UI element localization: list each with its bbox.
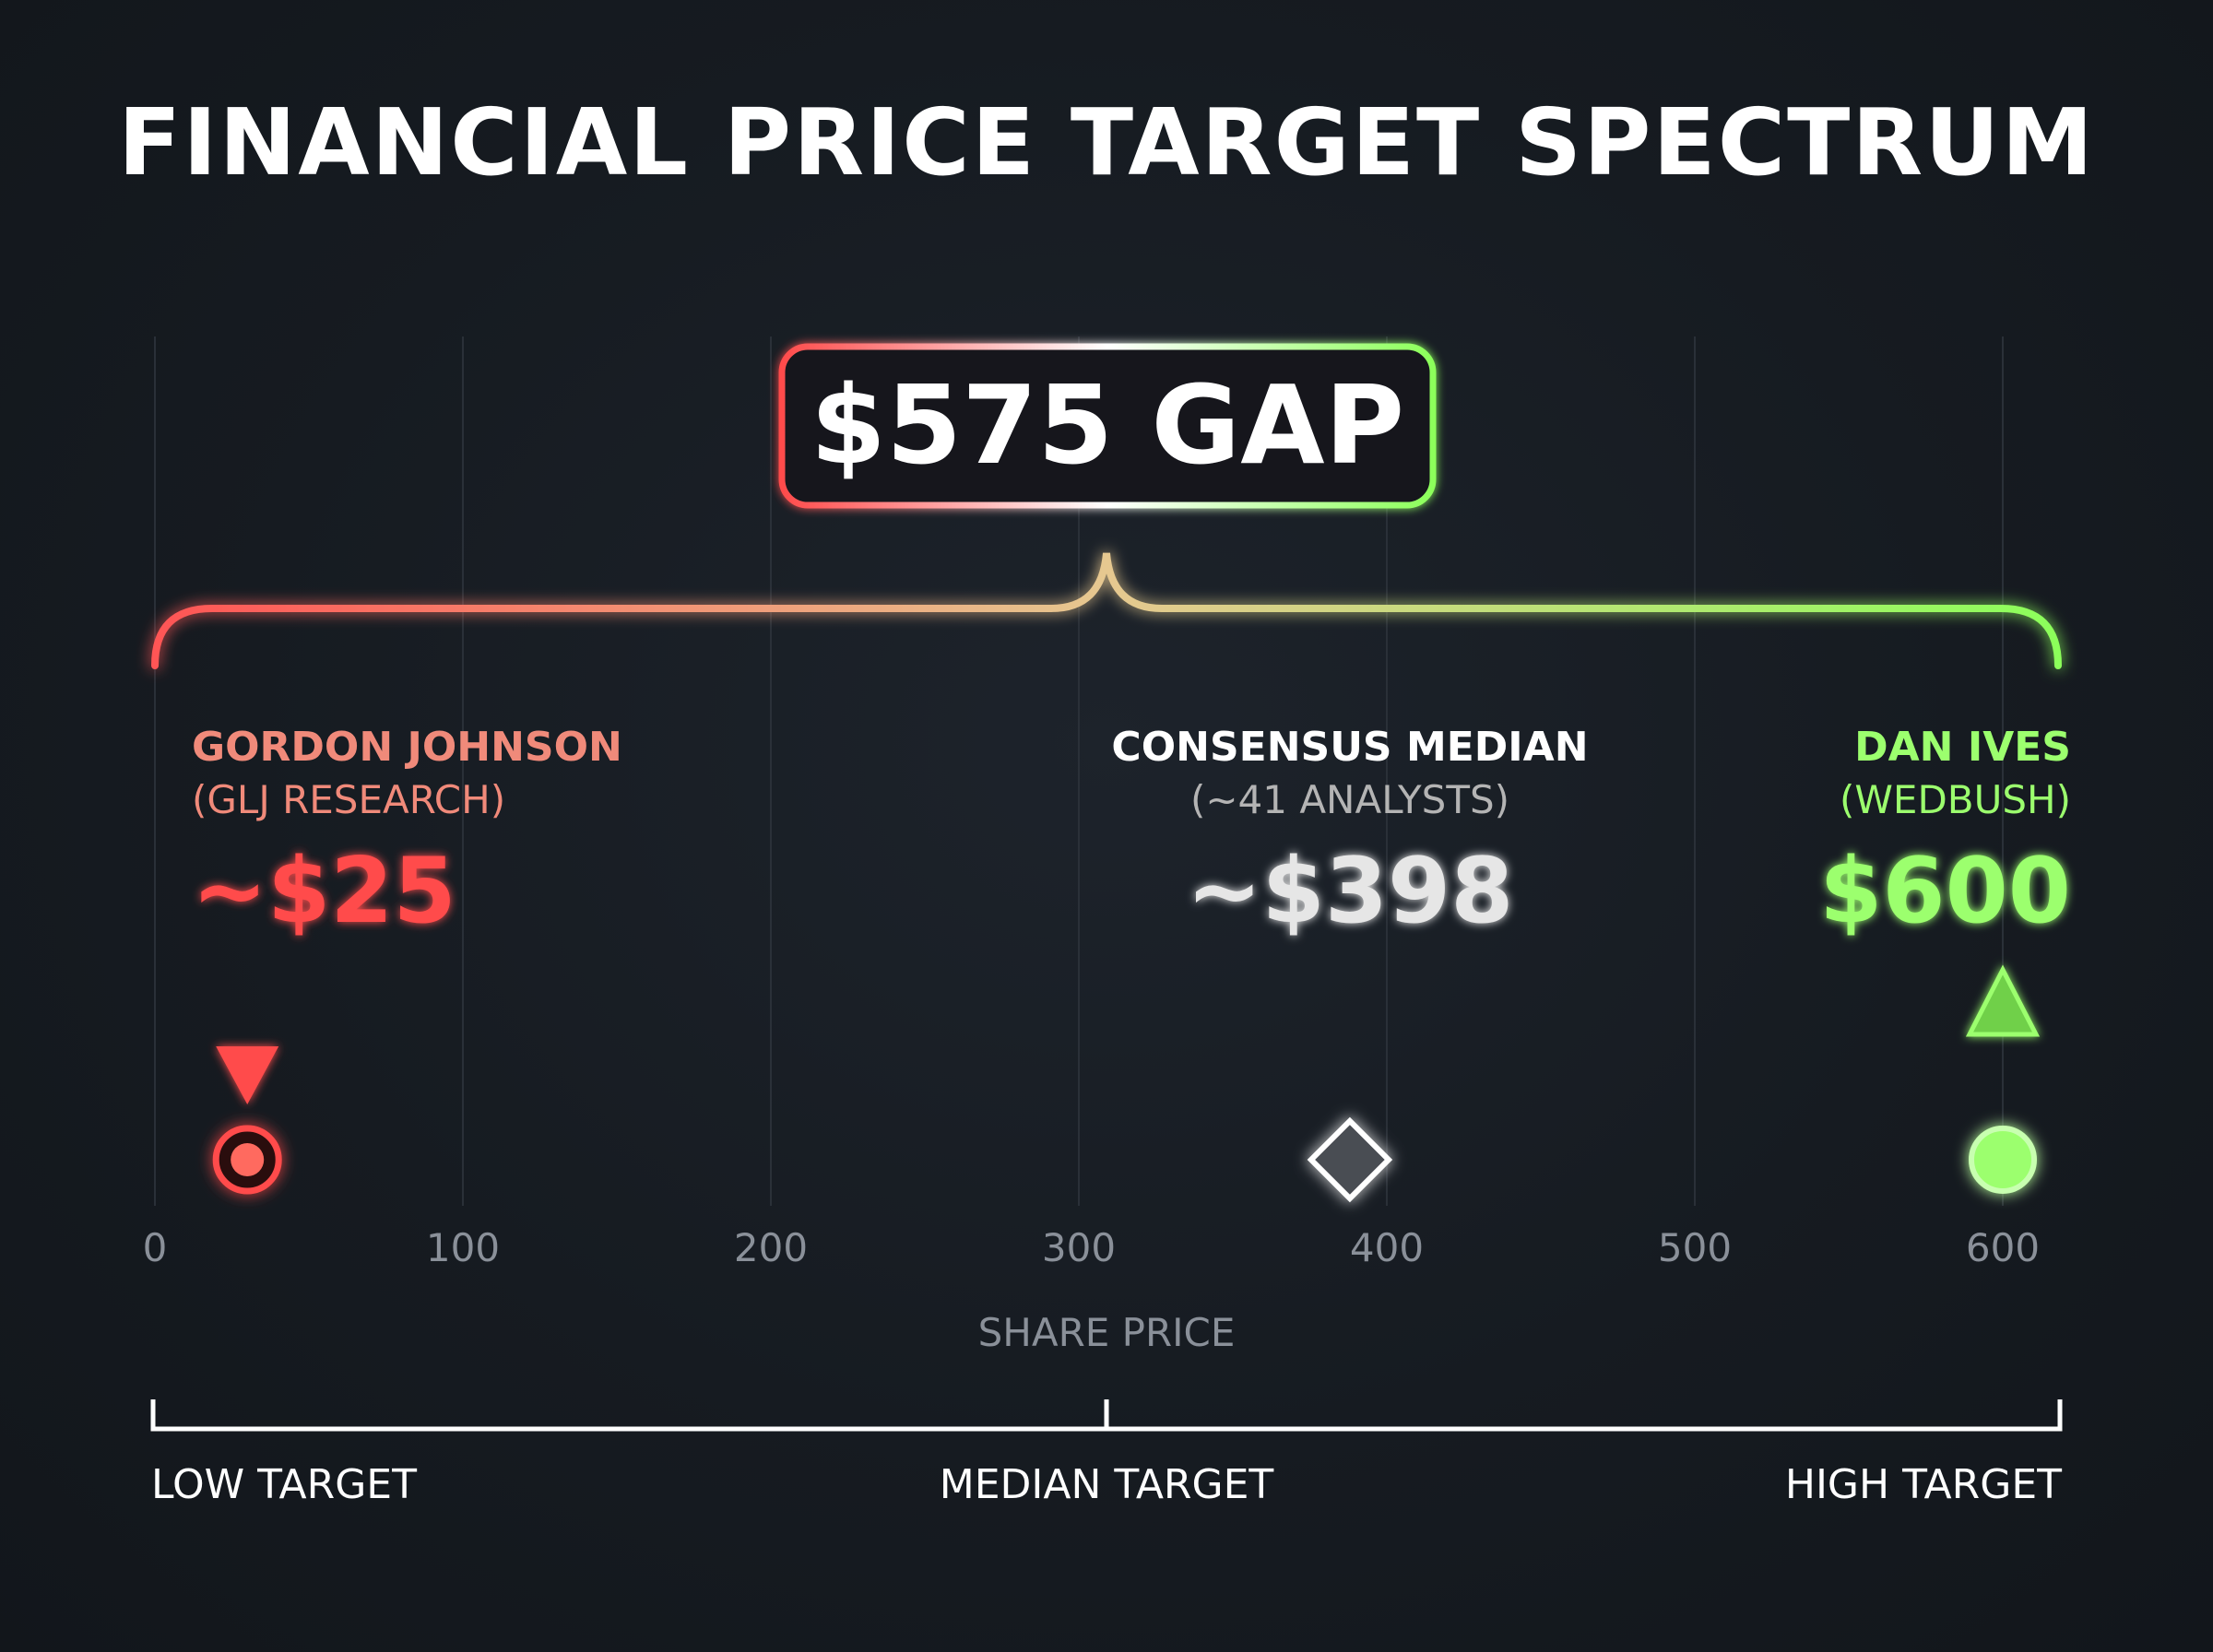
data-points: GORDON JOHNSON (GLJ RESEARCH) ~$25 CONSENSU… [192, 724, 2071, 1203]
point-low: GORDON JOHNSON (GLJ RESEARCH) ~$25 [192, 724, 622, 1195]
gap-badge-box [778, 343, 1437, 509]
low-arrow-head [216, 1046, 279, 1104]
tick-label: 500 [1658, 1225, 1732, 1270]
gap-label: $575 GAP [811, 361, 1404, 489]
high-arrow-head [1965, 964, 2041, 1037]
tick-label: 0 [143, 1225, 168, 1270]
point-name: CONSENSUS MEDIAN [1111, 724, 1588, 771]
low-target-label: LOW TARGET [151, 1461, 417, 1508]
point-sub: (WEDBUSH) [1840, 777, 2071, 822]
point-median: CONSENSUS MEDIAN (~41 ANALYSTS) ~$398 [1111, 724, 1589, 1203]
tick-label: 600 [1966, 1225, 2040, 1270]
point-sub: (GLJ RESEARCH) [192, 777, 505, 822]
gap-brace [151, 552, 2062, 669]
point-sub: (~41 ANALYSTS) [1190, 777, 1509, 822]
median-marker [1307, 1116, 1393, 1203]
point-value-label: ~$25 [192, 839, 456, 944]
tick-label: 300 [1042, 1225, 1116, 1270]
high-target-label: HIGH TARGET [1785, 1461, 2062, 1508]
point-value-label: ~$398 [1187, 839, 1514, 944]
chart-title: FINANCIAL PRICE TARGET SPECTRUM [117, 88, 2096, 196]
tick-label: 200 [734, 1225, 808, 1270]
point-name: DAN IVES [1854, 724, 2071, 771]
tick-label: 100 [426, 1225, 500, 1270]
range-bracket-line [150, 1399, 2063, 1432]
point-high: DAN IVES (WEDBUSH) $600 [1819, 724, 2071, 1194]
tick-label: 400 [1350, 1225, 1424, 1270]
low-marker-dot [231, 1143, 265, 1176]
median-target-label: MEDIAN TARGET [940, 1461, 1274, 1508]
x-axis-ticks: 0 100 200 300 400 500 600 [143, 1225, 2040, 1270]
x-axis-label: SHARE PRICE [978, 1310, 1236, 1355]
point-name: GORDON JOHNSON [192, 724, 622, 771]
gap-badge: $575 GAP [778, 343, 1437, 509]
point-value-label: $600 [1819, 839, 2071, 944]
range-bracket: LOW TARGET MEDIAN TARGET HIGH TARGET [150, 1399, 2063, 1508]
high-marker [1969, 1126, 2037, 1194]
